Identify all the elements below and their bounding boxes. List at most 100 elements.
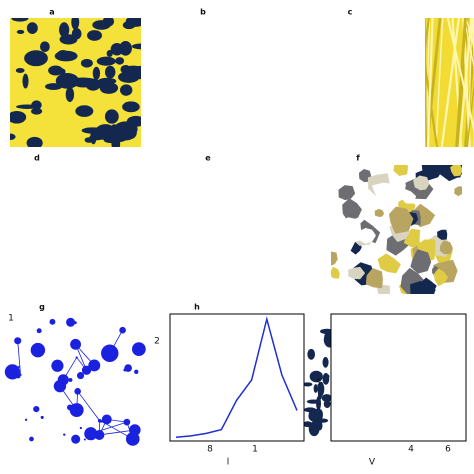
plot-frame (330, 313, 467, 442)
node (15, 373, 21, 379)
node (134, 369, 139, 374)
blob (106, 50, 113, 58)
blob (22, 73, 29, 89)
blob (306, 399, 321, 404)
fiber (426, 18, 434, 147)
grain (401, 189, 417, 204)
node (33, 406, 40, 413)
grain (371, 182, 396, 206)
blob (71, 18, 80, 30)
blob (55, 72, 80, 89)
node (123, 418, 131, 426)
node (49, 318, 56, 325)
blob (16, 29, 25, 35)
blob (94, 124, 117, 141)
node (29, 436, 34, 442)
blob (316, 395, 322, 411)
network (4, 317, 146, 446)
blob (131, 43, 141, 50)
edge (99, 429, 135, 436)
blob (111, 136, 121, 147)
blob (324, 333, 331, 339)
node (101, 414, 112, 425)
node (75, 356, 78, 359)
blob (317, 381, 325, 397)
grain (410, 249, 432, 274)
plot-frame (169, 313, 305, 442)
blob (30, 107, 43, 115)
blob (71, 28, 82, 40)
node (36, 328, 42, 334)
fiber (455, 18, 467, 147)
y-axis-label: 2 (154, 337, 160, 347)
blob (10, 133, 16, 141)
fiber (458, 18, 473, 147)
node (74, 388, 81, 395)
blob (65, 86, 75, 103)
node (76, 372, 85, 380)
edge (17, 340, 21, 375)
blob (96, 56, 116, 66)
fiber (466, 80, 474, 147)
node (57, 374, 69, 386)
node (69, 403, 84, 418)
blob (92, 66, 101, 81)
blob (304, 382, 313, 387)
blob (15, 68, 25, 73)
node (68, 377, 73, 382)
fiber (425, 18, 430, 58)
blob (307, 348, 316, 360)
grain (365, 268, 383, 289)
panel-label: a (49, 8, 54, 17)
grain (410, 281, 436, 294)
panel-label: c (348, 8, 353, 17)
grain (450, 165, 462, 177)
fiber (425, 18, 428, 147)
x-tick-label: 4 (408, 445, 414, 455)
grain (348, 266, 366, 280)
x-tick-label: 1 (252, 445, 258, 455)
grain (338, 185, 356, 201)
grain (393, 165, 408, 176)
x-tick-label: 8 (207, 445, 213, 455)
blob (84, 137, 94, 143)
node (132, 342, 146, 357)
panel-label: b (200, 8, 206, 17)
blob (122, 101, 140, 113)
grain (437, 229, 448, 240)
blob (24, 50, 48, 67)
grain (331, 266, 340, 279)
grain (454, 186, 462, 197)
grain (403, 228, 421, 248)
blob (115, 57, 125, 65)
blob (313, 384, 318, 393)
node (83, 438, 86, 441)
fiber (425, 57, 439, 147)
blob (99, 82, 119, 94)
blob (317, 420, 323, 431)
x-tick-label: 6 (445, 445, 451, 455)
line (175, 316, 298, 438)
blob (26, 136, 43, 147)
node (84, 427, 98, 441)
node (125, 432, 140, 446)
x-axis-label: V (369, 458, 376, 468)
node (100, 419, 103, 423)
blob (87, 30, 103, 41)
fiber (463, 29, 474, 147)
grain (358, 228, 376, 244)
fiber (405, 18, 415, 147)
node (66, 317, 76, 327)
blob (104, 65, 116, 79)
blob (131, 65, 141, 80)
panel-label: f (356, 154, 360, 163)
blob (75, 105, 94, 117)
grain (433, 268, 449, 287)
fiber (440, 18, 460, 147)
blob (97, 77, 117, 85)
edge (77, 391, 101, 422)
blob (40, 41, 50, 53)
grain (377, 253, 401, 274)
grain (413, 175, 430, 191)
